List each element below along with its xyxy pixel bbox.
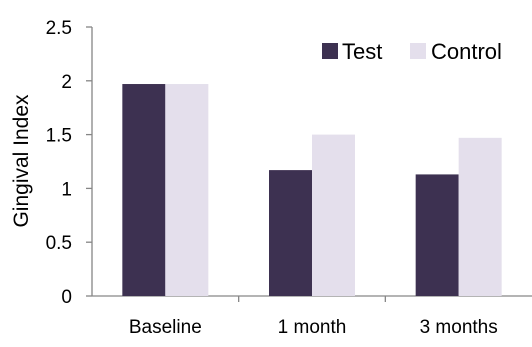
bar-control [458, 137, 502, 296]
y-tick-label: 1.5 [46, 126, 72, 147]
bar-test [122, 84, 166, 296]
bar-control [165, 84, 209, 296]
legend-swatch [322, 43, 338, 59]
y-tick-label: 0 [61, 287, 72, 308]
y-axis-label: Gingival Index [10, 94, 33, 228]
bar-test [269, 170, 312, 296]
y-tick-label: 1 [61, 179, 72, 200]
bars [122, 84, 502, 296]
y-axis: 0 0.5 1 1.5 2 2.5 [46, 18, 93, 308]
x-axis: Baseline 1 month 3 months [92, 295, 532, 338]
legend: Test Control [322, 39, 502, 64]
y-tick-label: 0.5 [46, 233, 72, 254]
bar-control [312, 134, 355, 296]
y-tick-label: 2 [61, 72, 72, 93]
bar-test [415, 174, 459, 296]
legend-swatch [410, 43, 426, 59]
x-tick-label: 3 months [420, 317, 498, 338]
legend-label: Test [342, 39, 382, 64]
x-tick-label: Baseline [129, 317, 202, 338]
x-tick-label: 1 month [278, 317, 347, 338]
y-tick-label: 2.5 [46, 18, 72, 39]
legend-label: Control [431, 39, 502, 64]
